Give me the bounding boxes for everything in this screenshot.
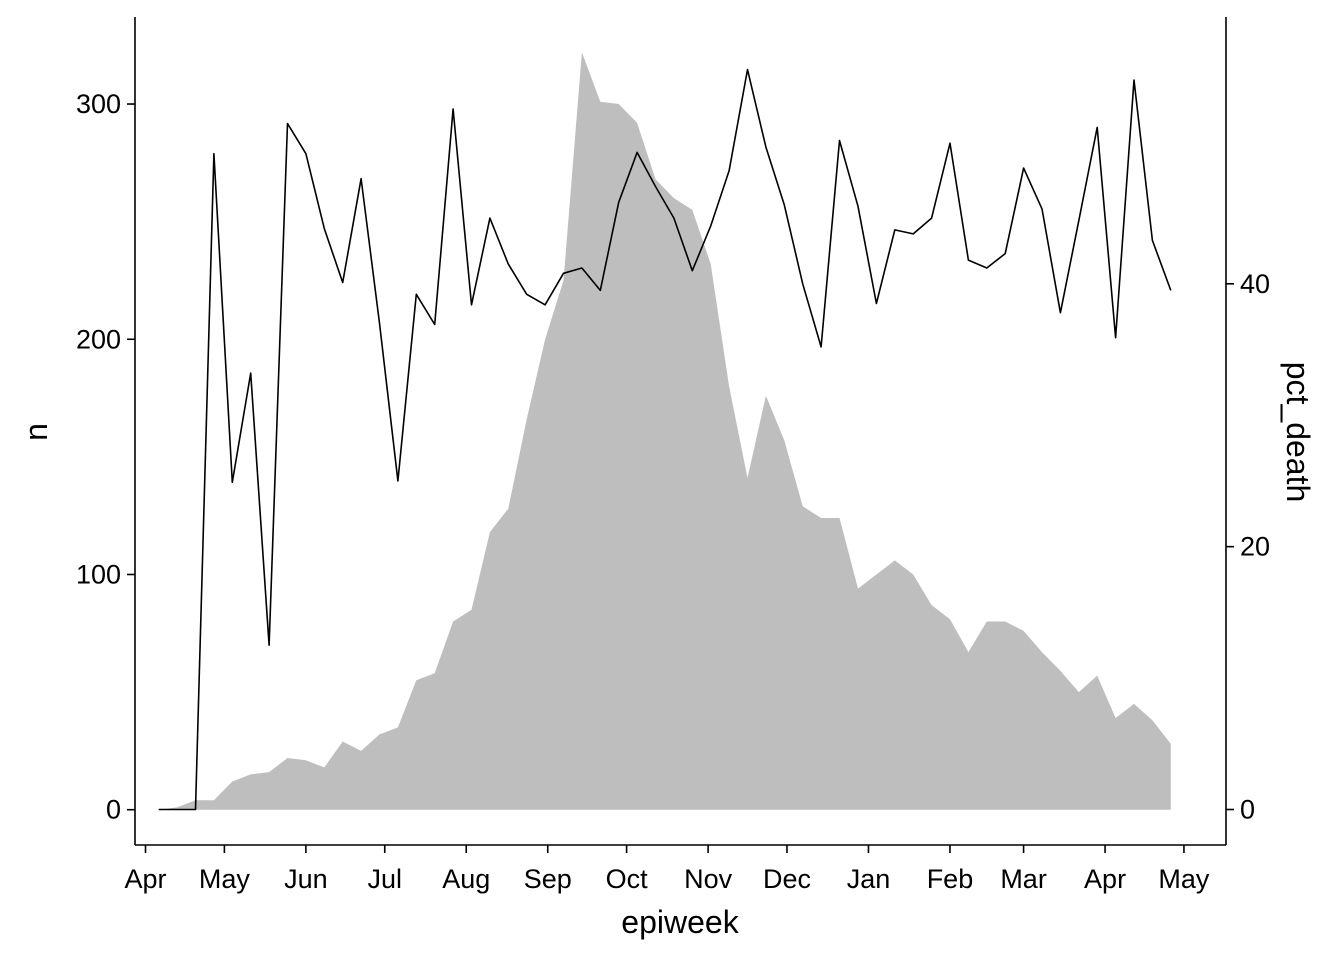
y-left-tick-label: 200 <box>76 324 121 354</box>
x-tick-label: May <box>1158 864 1210 894</box>
x-tick-label: Sep <box>524 864 572 894</box>
x-axis-title: epiweek <box>621 904 739 940</box>
x-tick-label: Aug <box>442 864 490 894</box>
y-right-tick-label: 20 <box>1240 532 1270 562</box>
x-tick-label: Dec <box>763 864 811 894</box>
y-axis-right-title: pct_death <box>1280 362 1316 503</box>
x-tick-label: Oct <box>606 864 649 894</box>
x-tick-label: Jun <box>284 864 328 894</box>
axes-layer <box>134 17 1227 846</box>
series-pct-death-line <box>158 68 1172 811</box>
x-tick-label: Jan <box>847 864 891 894</box>
x-tick-label: Apr <box>1084 864 1126 894</box>
series-n-area <box>158 52 1171 810</box>
y-right-tick-label: 0 <box>1240 795 1255 825</box>
y-left-tick-label: 300 <box>76 89 121 119</box>
y-left-tick-label: 100 <box>76 559 121 589</box>
x-tick-label: Mar <box>1000 864 1047 894</box>
x-tick-label: May <box>199 864 251 894</box>
y-right-tick-label: 40 <box>1240 269 1270 299</box>
x-tick-label: Feb <box>927 864 974 894</box>
tick-layer: 0 100 200 300 0 20 40 Apr May Jun Jul Aug Sep Oct Nov D… <box>76 89 1270 894</box>
x-tick-label: Apr <box>125 864 167 894</box>
x-tick-label: Nov <box>684 864 733 894</box>
line-layer <box>158 68 1172 811</box>
y-left-tick-label: 0 <box>106 795 121 825</box>
area-layer <box>158 52 1171 810</box>
y-axis-left-title: n <box>18 423 54 441</box>
x-tick-label: Jul <box>367 864 402 894</box>
